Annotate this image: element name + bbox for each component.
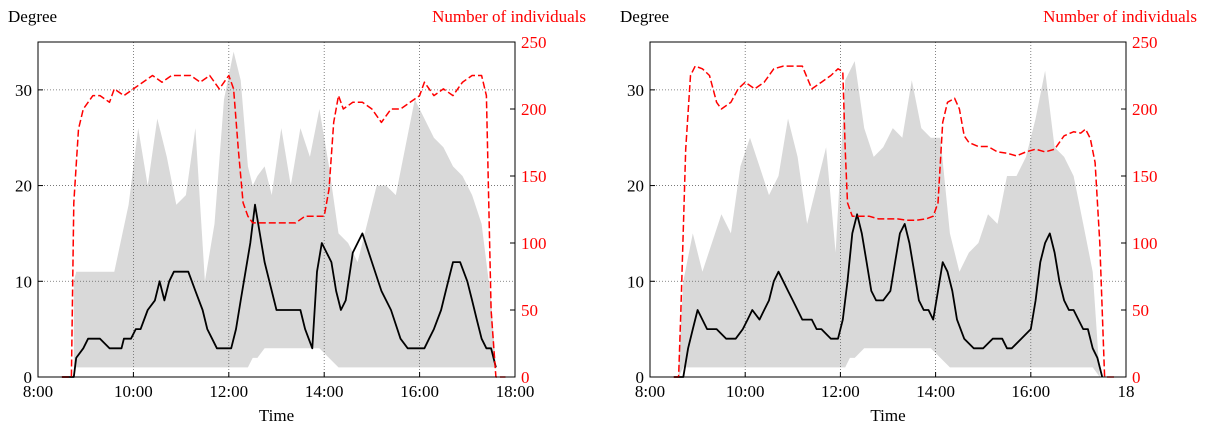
x-tick-label: 16:00: [1011, 382, 1050, 401]
plot-frame: [37, 41, 516, 378]
left-tick-label: 30: [627, 81, 644, 100]
right-tick-label: 50: [1132, 301, 1149, 320]
right-tick-label: 150: [1132, 167, 1158, 186]
degree-line: [673, 213, 1104, 378]
left-tick-label: 10: [15, 272, 32, 291]
degree-line: [61, 203, 497, 378]
right-tick-label: 0: [521, 368, 530, 387]
right-tick-label: 200: [1132, 100, 1158, 119]
x-tick-label: 10:00: [114, 382, 153, 401]
x-axis-title: Time: [259, 406, 294, 425]
individuals-line: [61, 74, 506, 378]
x-tick-label: 12:00: [821, 382, 860, 401]
left-tick-label: 20: [15, 177, 32, 196]
left-tick-label: 30: [15, 81, 32, 100]
x-tick-label: 12:00: [209, 382, 248, 401]
right-tick-label: 250: [521, 33, 547, 52]
x-tick-label: 8:00: [23, 382, 53, 401]
left-axis-title: Degree: [620, 7, 669, 26]
x-tick-label: 14:00: [305, 382, 344, 401]
right-tick-label: 100: [521, 234, 547, 253]
right-tick-label: 150: [521, 167, 547, 186]
left-axis-title: Degree: [8, 7, 57, 26]
x-tick-label: 18:00: [496, 382, 535, 401]
left-tick-label: 0: [24, 368, 33, 387]
right-tick-label: 250: [1132, 33, 1158, 52]
left-chart: 0 10 20 30 0 50 100 150 200 250 8:00 10:00 12:00 14:0…: [8, 7, 586, 425]
right-chart: 0 10 20 30 0 50 100 150 200 250 8:00 10:00 12:00 14:0…: [620, 7, 1197, 425]
plot-frame: [649, 41, 1127, 378]
degree-range-band: [73, 51, 496, 368]
right-tick-label: 0: [1132, 368, 1141, 387]
x-axis-title: Time: [870, 406, 905, 425]
left-tick-label: 10: [627, 272, 644, 291]
individuals-line: [673, 65, 1117, 378]
right-axis-title: Number of individuals: [432, 7, 586, 26]
x-tick-label: 10:00: [726, 382, 765, 401]
right-tick-label: 100: [1132, 234, 1158, 253]
x-tick-label: 14:00: [916, 382, 955, 401]
x-tick-label: 8:00: [635, 382, 665, 401]
right-axis-title: Number of individuals: [1043, 7, 1197, 26]
x-tick-label: 18: [1118, 382, 1135, 401]
right-tick-label: 200: [521, 100, 547, 119]
right-tick-label: 50: [521, 301, 538, 320]
left-tick-label: 0: [636, 368, 645, 387]
left-tick-label: 20: [627, 177, 644, 196]
x-tick-label: 16:00: [400, 382, 439, 401]
